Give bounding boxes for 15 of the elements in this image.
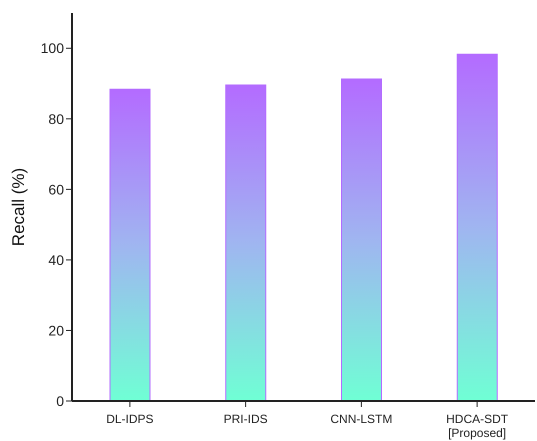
x-tick-label: CNN-LSTM — [330, 412, 392, 426]
x-tick-label: PRI-IDS — [224, 412, 268, 426]
y-tick-label: 80 — [48, 110, 64, 127]
x-tick-label: DL-IDPS — [106, 412, 154, 426]
x-tick-label: HDCA-SDT [Proposed] — [446, 412, 509, 440]
y-tick-label: 60 — [48, 181, 64, 198]
bar — [225, 84, 266, 401]
y-axis-title: Recall (%) — [9, 168, 28, 246]
y-tick-label: 0 — [56, 392, 64, 409]
y-tick-label: 20 — [48, 322, 64, 338]
bar — [110, 88, 150, 401]
y-tick-label: 100 — [40, 40, 64, 56]
bar — [341, 78, 382, 401]
y-tick-label: 40 — [48, 252, 64, 268]
bar — [456, 54, 498, 401]
